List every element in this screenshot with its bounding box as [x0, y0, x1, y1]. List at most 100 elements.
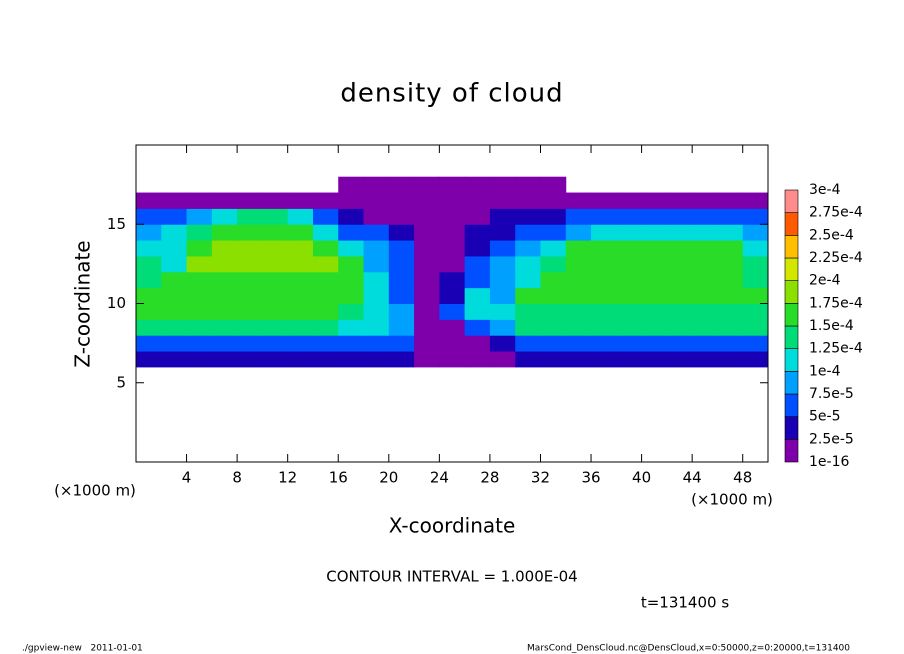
heatmap-cell [338, 335, 365, 352]
colorbar-box [784, 303, 799, 327]
heatmap-cell [439, 319, 466, 336]
heatmap-cell [237, 287, 263, 304]
heatmap-cell [515, 319, 541, 336]
heatmap-cell [388, 303, 415, 320]
heatmap-cell [363, 351, 390, 368]
colorbar-label: 2e-4 [809, 273, 841, 289]
heatmap-cell [363, 319, 390, 336]
heatmap-cell [616, 303, 643, 320]
heatmap-cell [161, 271, 188, 289]
heatmap-cell [692, 240, 718, 257]
heatmap-cell [515, 224, 541, 241]
heatmap-cell [565, 319, 592, 336]
heatmap-cell [338, 351, 365, 368]
heatmap-cell [717, 351, 744, 368]
heatmap-cell [540, 208, 567, 225]
heatmap-cell [692, 319, 718, 336]
heatmap-cell [515, 287, 541, 304]
heatmap-cell [489, 287, 516, 304]
x-unit-label: (×1000 m) [691, 491, 773, 509]
heatmap-cell [388, 271, 415, 289]
heatmap-cell [641, 287, 668, 304]
colorbar-label: 7.5e-5 [809, 386, 854, 402]
heatmap-cell [742, 335, 769, 352]
heatmap-cell [161, 351, 188, 368]
heatmap-cell [211, 271, 238, 289]
heatmap-cell [363, 255, 390, 273]
heatmap-cell [262, 303, 289, 320]
heatmap-cell [363, 303, 390, 320]
heatmap-cell [338, 303, 365, 320]
heatmap-cell [237, 240, 263, 257]
heatmap-cell [312, 319, 339, 336]
heatmap-cell [666, 303, 693, 320]
heatmap-cell [565, 335, 592, 352]
heatmap-cell [161, 303, 188, 320]
x-tick-label: 48 [733, 469, 752, 487]
heatmap-cell [666, 255, 693, 273]
heatmap-cell [540, 303, 567, 320]
heatmap-cell [136, 271, 162, 289]
heatmap-cell [540, 335, 567, 352]
heatmap-cell [692, 335, 718, 352]
heatmap-cell [717, 192, 744, 209]
heatmap-cell [439, 335, 466, 352]
heatmap-cell [439, 176, 466, 194]
heatmap-cell [489, 335, 516, 352]
heatmap-cell [439, 224, 466, 241]
heatmap-cell [338, 192, 365, 209]
heatmap-cell [540, 255, 567, 273]
heatmap-cell [388, 351, 415, 368]
heatmap-cell [742, 208, 769, 225]
x-tick-label: 16 [329, 469, 348, 487]
heatmap-cell [338, 208, 365, 225]
heatmap-cell [211, 224, 238, 241]
heatmap-cell [161, 335, 188, 352]
heatmap-cell [363, 208, 390, 225]
heatmap-cell [136, 255, 162, 273]
heatmap-cell [388, 224, 415, 241]
heatmap-cell [237, 224, 263, 241]
heatmap-cell [186, 192, 213, 209]
heatmap-cell [161, 255, 188, 273]
colorbar-label: 1.5e-4 [809, 318, 854, 334]
heatmap-cell [338, 224, 365, 241]
heatmap-cell [692, 351, 718, 368]
y-tick-label: 10 [107, 294, 126, 312]
heatmap-cell [211, 287, 238, 304]
heatmap-cell [414, 351, 440, 368]
heatmap-cell [186, 255, 213, 273]
heatmap-cell [439, 303, 466, 320]
heatmap-cell [540, 351, 567, 368]
heatmap-cell [591, 224, 617, 241]
heatmap-cell [591, 271, 617, 289]
colorbar-label: 1e-4 [809, 363, 841, 379]
heatmap-cell [692, 224, 718, 241]
heatmap-cell [666, 271, 693, 289]
colorbar-label: 2.75e-4 [809, 205, 863, 221]
heatmap-cell [565, 271, 592, 289]
heatmap-cell [464, 240, 491, 257]
heatmap-cell [464, 351, 491, 368]
heatmap-cell [489, 224, 516, 241]
colorbar-label: 2.5e-5 [809, 431, 854, 447]
x-tick-label: 40 [632, 469, 651, 487]
heatmap-cell [161, 192, 188, 209]
heatmap-cell [692, 271, 718, 289]
heatmap-cell [464, 335, 491, 352]
heatmap-cell [211, 335, 238, 352]
heatmap-cell [692, 255, 718, 273]
heatmap-cell [515, 271, 541, 289]
heatmap-cell [287, 208, 314, 225]
heatmap-cell [565, 351, 592, 368]
heatmap-cell [388, 192, 415, 209]
heatmap-cell [211, 319, 238, 336]
heatmap-cell [338, 287, 365, 304]
heatmap-cell [414, 255, 440, 273]
heatmap-cell [136, 351, 162, 368]
heatmap-cell [312, 240, 339, 257]
heatmap-cell [515, 240, 541, 257]
heatmap-cell [616, 224, 643, 241]
heatmap-cell [641, 240, 668, 257]
chart-title: density of cloud [340, 79, 563, 109]
